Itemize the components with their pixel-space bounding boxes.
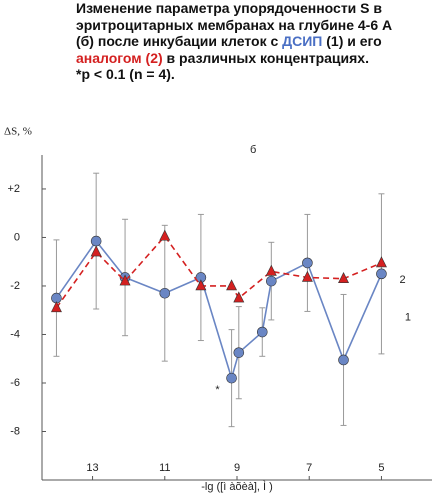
point: [376, 268, 387, 280]
caption-text: *p < 0.1 (n = 4).: [76, 66, 175, 82]
annotation: 1: [405, 311, 411, 323]
point: [266, 275, 277, 287]
point: [233, 347, 245, 358]
caption-line: аналогом (2) в различных концентрациях.: [76, 50, 392, 67]
y-tick-label: +2: [7, 183, 20, 195]
point: [195, 279, 207, 291]
x-axis-label: -lg ([ì àõèà], Ì ): [201, 480, 273, 493]
point: [338, 354, 349, 366]
caption-line: эритроцитарных мембранах на глубине 4-6 …: [76, 17, 392, 34]
point: [375, 256, 387, 268]
point: [50, 301, 62, 313]
series-line: [55, 239, 383, 381]
y-tick-label: -8: [10, 425, 20, 437]
caption-line: *p < 0.1 (n = 4).: [76, 66, 392, 83]
caption-text: ДСИП: [282, 33, 323, 49]
y-tick-label: -4: [10, 328, 20, 340]
point: [159, 229, 171, 241]
caption-line: (б) после инкубации клеток с ДСИП (1) и …: [76, 33, 392, 50]
caption-line: Изменение параметра упорядоченности S в: [76, 0, 392, 17]
caption-text: Изменение параметра упорядоченности S в: [76, 0, 383, 16]
y-tick-label: 0: [14, 231, 20, 243]
caption-text: (1) и его: [322, 33, 382, 49]
series-line: [55, 234, 382, 309]
y-tick-label: -6: [10, 377, 20, 389]
caption-text: аналогом (2): [76, 49, 163, 66]
panel-label: б: [250, 144, 256, 156]
y-axis-label: ΔS, %: [4, 126, 32, 138]
caption-text: в различных концентрациях.: [162, 49, 369, 66]
point: [159, 287, 171, 299]
annotation: *: [215, 384, 220, 396]
y-tick-label: -2: [10, 280, 20, 292]
x-tick-label: 9: [234, 462, 240, 474]
point: [302, 257, 313, 269]
point: [301, 270, 313, 282]
point: [265, 264, 277, 276]
point: [90, 235, 102, 247]
point: [256, 326, 268, 338]
caption-text: эритроцитарных мембранах на глубине 4-6 …: [76, 16, 393, 33]
point: [226, 279, 238, 291]
x-tick-label: 5: [378, 462, 384, 474]
x-tick-label: 7: [306, 462, 312, 474]
point: [338, 272, 350, 283]
point: [233, 291, 245, 303]
x-tick-label: 13: [86, 462, 98, 474]
annotation: 2: [400, 274, 406, 286]
point: [119, 274, 131, 286]
caption-text: (б) после инкубации клеток с: [76, 33, 283, 49]
point: [226, 372, 237, 384]
point: [90, 245, 102, 257]
x-tick-label: 11: [159, 462, 170, 474]
